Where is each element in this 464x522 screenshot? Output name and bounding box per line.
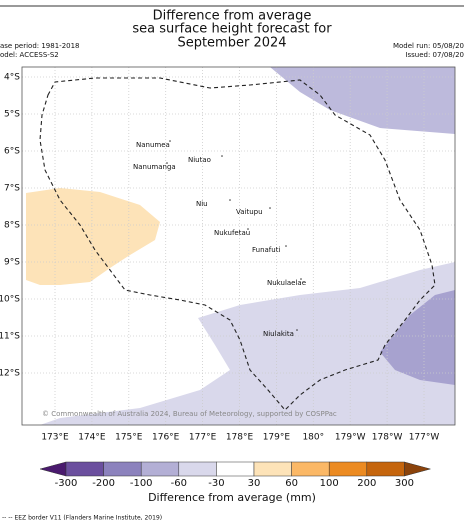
title-line: September 2024 — [177, 36, 286, 51]
place-label: Nukulaelae — [267, 279, 306, 287]
colorbar-segment — [140, 461, 180, 477]
legend: -- -- EEZ border V11 (Flanders Marine In… — [2, 515, 162, 522]
map-border — [21, 66, 456, 426]
lon-label: 178°W — [372, 433, 403, 443]
colorbar-arrow — [404, 461, 432, 477]
colorbar-segment — [253, 461, 292, 477]
lon-label: 175°E — [115, 433, 143, 443]
lon-label: 173°E — [41, 433, 69, 443]
island — [285, 245, 287, 247]
colorbar-segment — [366, 461, 405, 477]
anomaly-area — [26, 188, 160, 285]
lat-label: 10°S — [0, 295, 20, 305]
colorbar-label: Difference from average (mm) — [148, 491, 316, 504]
place-label: Niutao — [188, 156, 211, 164]
lon-label: 174°E — [78, 433, 106, 443]
eez-border — [39, 77, 436, 411]
island — [300, 278, 302, 280]
header-right: Model run: 05/08/20 — [393, 42, 464, 50]
colorbar-segment — [328, 461, 368, 477]
colorbar-segment — [178, 461, 217, 477]
anomaly-area — [270, 67, 455, 134]
place-label: Vaitupu — [236, 208, 263, 216]
place-label: Nanumea — [136, 141, 170, 149]
colorbar-tick-label: -300 — [55, 478, 78, 489]
colorbar-tick-label: 200 — [357, 478, 376, 489]
island — [166, 162, 168, 164]
title-line: sea surface height forecast for — [132, 22, 332, 37]
title-line: Difference from average — [153, 9, 312, 24]
colorbar-tick-label: 60 — [285, 478, 298, 489]
colorbar-tick-label: -30 — [208, 478, 224, 489]
colorbar-tick-label: 100 — [320, 478, 339, 489]
colorbar-segment — [65, 461, 104, 477]
lon-label: 180° — [302, 433, 324, 443]
lat-label: 12°S — [0, 369, 20, 379]
island — [229, 199, 231, 201]
island — [247, 228, 249, 230]
credit: © Commonwealth of Australia 2024, Bureau… — [42, 410, 337, 418]
colorbar-tick-label: 300 — [395, 478, 414, 489]
island — [296, 329, 298, 331]
lat-label: 11°S — [0, 332, 20, 342]
place-label: Nanumanga — [133, 163, 176, 171]
header-right: Issued: 07/08/20 — [405, 51, 464, 59]
anomaly-area — [380, 290, 455, 385]
anomaly-area — [40, 262, 455, 425]
colorbar-arrow — [39, 461, 67, 477]
island — [221, 155, 223, 157]
header-left: odel: ACCESS-S2 — [0, 51, 59, 59]
colorbar-segment — [291, 461, 330, 477]
lat-label: 5°S — [4, 110, 20, 120]
lat-label: 4°S — [4, 73, 20, 83]
lon-label: 177°W — [409, 433, 440, 443]
place-label: Funafuti — [252, 246, 280, 254]
island — [169, 140, 171, 142]
lon-label: 176°E — [152, 433, 180, 443]
map: Nanumea Nanumanga Niutao Niu Vaitupu Nukufeta… — [21, 66, 456, 426]
lat-label: 8°S — [4, 221, 20, 231]
colorbar-tick-label: -60 — [171, 478, 187, 489]
colorbar-segment — [103, 461, 142, 477]
lon-label: 178°E — [226, 433, 254, 443]
lon-label: 179°E — [263, 433, 291, 443]
place-label: Niu — [196, 200, 208, 208]
island — [269, 207, 271, 209]
colorbar-tick-label: 30 — [248, 478, 261, 489]
lat-label: 9°S — [4, 258, 20, 268]
place-label: Niulakita — [263, 330, 294, 338]
lon-label: 177°E — [189, 433, 217, 443]
place-label: Nukufetau — [214, 229, 250, 237]
lat-label: 7°S — [4, 184, 20, 194]
colorbar-segment — [216, 461, 255, 477]
lon-label: 179°W — [335, 433, 366, 443]
colorbar-tick-label: -200 — [92, 478, 115, 489]
colorbar-tick-label: -100 — [130, 478, 153, 489]
header-left: ase period: 1981-2018 — [0, 42, 80, 50]
lat-label: 6°S — [4, 147, 20, 157]
